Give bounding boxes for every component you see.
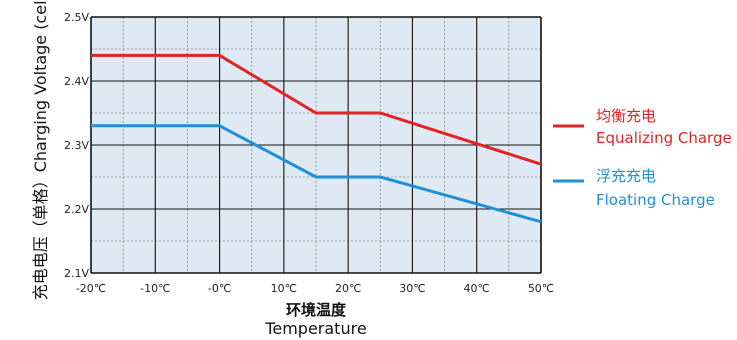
x-tick-label: 50℃ <box>528 282 554 295</box>
series-line-floating <box>91 124 542 224</box>
x-tick-label: 10℃ <box>271 282 297 295</box>
series-lines <box>91 53 542 224</box>
y-tick-label: 2.3V <box>64 139 89 152</box>
x-axis-label-en: Temperature <box>264 319 366 338</box>
legend-label-floating-en: Floating Charge <box>596 191 715 209</box>
x-tick-label: 30℃ <box>399 282 425 295</box>
grid-major <box>90 16 542 274</box>
x-tick-label: -0℃ <box>208 282 231 295</box>
x-tick-label: -20℃ <box>76 282 106 295</box>
x-tick-label: -10℃ <box>140 282 170 295</box>
x-tick-label: 20℃ <box>335 282 361 295</box>
legend-label-equalizing-en: Equalizing Charge <box>596 129 732 147</box>
x-tick-label: 40℃ <box>464 282 490 295</box>
y-tick-label: 2.4V <box>64 75 89 88</box>
y-tick-labels: 2.5V 2.4V 2.3V 2.2V 2.1V <box>64 11 89 280</box>
legend-label-floating-cn: 浮充充电 <box>596 167 656 185</box>
x-tick-labels: -20℃ -10℃ -0℃ 10℃ 20℃ 30℃ 40℃ 50℃ <box>76 282 554 295</box>
y-axis-label: 充电电压（单格）Charging Voltage (cell) <box>31 0 50 300</box>
x-axis-label-cn: 环境温度 <box>286 301 347 319</box>
y-tick-label: 2.1V <box>64 267 89 280</box>
legend-label-equalizing-cn: 均衡充电 <box>596 107 656 125</box>
y-tick-label: 2.5V <box>64 11 89 24</box>
series-line-equalizing <box>91 53 542 166</box>
y-tick-label: 2.2V <box>64 203 89 216</box>
legend: 均衡充电 Equalizing Charge 浮充充电 Floating Cha… <box>553 107 732 209</box>
